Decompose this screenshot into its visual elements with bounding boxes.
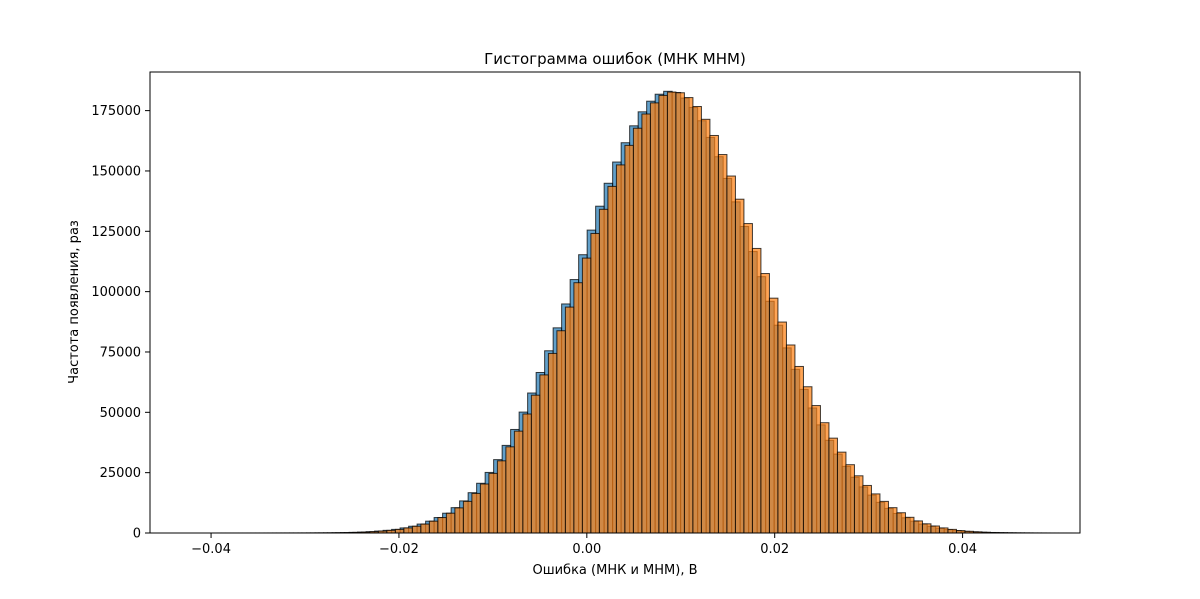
y-axis-label: Частота появления, раз: [67, 220, 82, 384]
histogram-bar: [437, 517, 447, 534]
histogram-bar: [836, 451, 847, 534]
histogram-bar: [428, 520, 439, 534]
histogram-bar: [496, 460, 507, 534]
histogram-bar: [913, 520, 923, 534]
y-tick-label: 175000: [91, 104, 141, 119]
histogram-bar: [760, 273, 770, 534]
histogram-bar: [607, 185, 617, 534]
histogram-bar: [675, 92, 685, 534]
histogram-bar: [513, 430, 524, 534]
histogram-bar: [921, 523, 932, 534]
histogram-bar: [624, 144, 634, 534]
series-1: [216, 91, 1076, 534]
histogram-bar: [938, 527, 949, 534]
histogram-bar: [615, 164, 626, 534]
histogram-bars: [212, 90, 1076, 534]
histogram-bar: [445, 512, 456, 534]
histogram-bar: [717, 154, 728, 534]
histogram-bar: [853, 475, 864, 534]
histogram-bar: [666, 91, 677, 534]
histogram-bar: [862, 484, 872, 534]
histogram-bar: [887, 507, 898, 534]
y-tick-label: 50000: [100, 406, 141, 421]
histogram-bar: [420, 523, 430, 534]
x-tick-label: 0.00: [572, 542, 601, 557]
histogram-bar: [734, 198, 745, 534]
x-tick-label: −0.04: [191, 542, 231, 557]
y-tick-label: 0: [133, 527, 141, 542]
y-tick-label: 25000: [100, 466, 141, 481]
histogram-bar: [726, 175, 736, 534]
axes-frame: [149, 71, 1081, 534]
histogram-bar: [904, 516, 915, 534]
y-tick-label: 125000: [91, 225, 141, 240]
histogram-bar: [530, 394, 541, 534]
histogram-bar: [522, 413, 532, 534]
histogram-bar: [632, 127, 643, 534]
histogram-bar: [845, 464, 855, 534]
histogram-bar: [794, 365, 804, 534]
histogram-bar: [462, 500, 473, 534]
y-tick-label: 150000: [91, 164, 141, 179]
y-tick-label: 100000: [91, 285, 141, 300]
histogram-bar: [768, 297, 779, 534]
y-axis-ticks: 0 25000 50000 75000 100000 125000 150000 175000: [91, 104, 150, 542]
histogram-bar: [819, 422, 830, 534]
histogram-bar: [709, 134, 719, 534]
histogram-bar: [547, 352, 558, 534]
histogram-bar: [683, 97, 694, 534]
histogram-bar: [471, 492, 481, 534]
x-axis-label: Ошибка (МНК и МНМ), В: [532, 563, 697, 578]
histogram-bar: [488, 472, 498, 534]
histogram-bar: [692, 106, 702, 534]
histogram-bar: [947, 528, 957, 534]
histogram-bar: [743, 223, 753, 534]
histogram-bar: [505, 446, 515, 534]
histogram-bar: [411, 525, 422, 534]
histogram-bar: [802, 386, 813, 534]
histogram-bar: [479, 483, 490, 534]
histogram-bar: [590, 232, 600, 534]
histogram-bar: [658, 94, 668, 534]
histogram-bar: [896, 512, 906, 534]
histogram-bar: [573, 282, 583, 534]
histogram-bar: [581, 257, 592, 534]
histogram-bar: [828, 437, 838, 534]
histogram-bar: [777, 321, 787, 534]
histogram-bar: [641, 113, 651, 534]
x-tick-label: 0.04: [948, 542, 977, 557]
x-tick-label: 0.02: [760, 542, 789, 557]
x-tick-label: −0.02: [379, 542, 419, 557]
histogram-bar: [598, 208, 609, 534]
x-axis-ticks: −0.04 −0.02 0.00 0.02 0.04: [191, 533, 977, 557]
histogram-bar: [649, 102, 660, 534]
histogram-bar: [403, 527, 413, 534]
histogram-bar: [879, 500, 889, 534]
histogram-bar: [454, 507, 464, 534]
histogram-bar: [811, 405, 821, 534]
chart-title: Гистограмма ошибок (МНК МНМ): [484, 50, 746, 68]
histogram-bar: [539, 374, 549, 534]
histogram-bar: [564, 306, 575, 534]
histogram-bar: [700, 118, 711, 534]
histogram-bar: [930, 525, 940, 534]
histogram-bar: [394, 528, 405, 534]
histogram-bar: [785, 344, 796, 534]
histogram-bar: [556, 330, 566, 534]
histogram-bar: [870, 493, 881, 534]
histogram-bar: [751, 247, 762, 534]
y-tick-label: 75000: [100, 345, 141, 360]
